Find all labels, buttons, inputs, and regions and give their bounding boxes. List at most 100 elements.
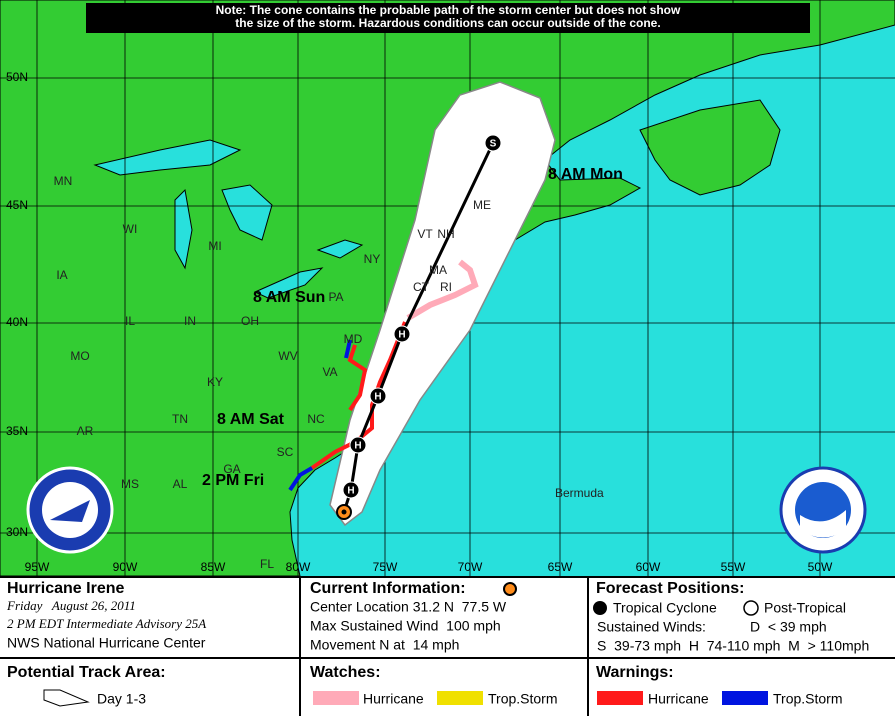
watch-tropical-storm-swatch bbox=[437, 691, 483, 705]
state-label: TN bbox=[172, 412, 188, 426]
state-label: RI bbox=[440, 280, 452, 294]
latitude-label: 50N bbox=[6, 70, 28, 84]
advisory: 2 PM EDT Intermediate Advisory 25A bbox=[7, 616, 206, 631]
forecast-point-label: H bbox=[398, 330, 405, 341]
lake-superior bbox=[93, 139, 242, 176]
state-label: ME bbox=[473, 198, 491, 212]
state-label: AL bbox=[173, 477, 188, 491]
warnings-title: Warnings: bbox=[596, 664, 674, 681]
post-tropical: Post-Tropical bbox=[764, 600, 846, 616]
forecast-time-label: 8 AM Sat bbox=[217, 411, 285, 428]
depression: D < 39 mph bbox=[750, 619, 827, 635]
forecast-title: Forecast Positions: bbox=[596, 580, 744, 597]
sustained-winds: Sustained Winds: bbox=[597, 619, 706, 635]
nws-logo bbox=[26, 466, 114, 554]
forecast-point bbox=[369, 387, 387, 405]
state-label: VA bbox=[322, 365, 337, 379]
storm-date: Friday August 26, 2011 bbox=[6, 598, 136, 613]
state-label: NC bbox=[307, 412, 325, 426]
state-label: NH bbox=[437, 227, 454, 241]
forecast-point-label: S bbox=[490, 139, 497, 150]
track-area-symbol bbox=[43, 689, 90, 707]
watch-hurricane-swatch bbox=[313, 691, 359, 705]
max-wind: Max Sustained Wind 100 mph bbox=[310, 618, 501, 634]
state-label: WI bbox=[123, 222, 138, 236]
post-tropical-symbol bbox=[743, 600, 759, 616]
track-area-title: Potential Track Area: bbox=[7, 664, 166, 681]
track-markers: H H H H S bbox=[342, 134, 502, 499]
watch-hurricane: Hurricane bbox=[363, 691, 424, 707]
longitude-label: 55W bbox=[721, 560, 746, 574]
longitude-label: 95W bbox=[25, 560, 50, 574]
longitude-label: 90W bbox=[113, 560, 138, 574]
state-label: GA bbox=[223, 462, 240, 476]
forecast-point-label: H bbox=[354, 441, 361, 452]
state-label: PA bbox=[328, 290, 343, 304]
longitude-label: 70W bbox=[458, 560, 483, 574]
state-label: IA bbox=[56, 268, 67, 282]
forecast-time-label: 8 AM Sun bbox=[253, 289, 325, 306]
warning-tropical-storm-swatch bbox=[722, 691, 768, 705]
cone bbox=[329, 81, 556, 527]
longitude-label: 65W bbox=[548, 560, 573, 574]
place-label: Bermuda bbox=[555, 486, 604, 500]
latitude-label: 30N bbox=[6, 525, 28, 539]
note-box bbox=[86, 3, 810, 33]
current-position-dot bbox=[341, 509, 347, 515]
state-label: FL bbox=[260, 557, 274, 571]
lake-huron bbox=[221, 184, 273, 241]
lake-michigan bbox=[174, 188, 193, 270]
forecast-time-label: 8 AM Mon bbox=[548, 166, 623, 183]
state-label: KY bbox=[207, 375, 223, 389]
forecast-time-label: 2 PM Fri bbox=[202, 472, 264, 489]
warning-hurricane-swatch bbox=[597, 691, 643, 705]
longitude-label: 50W bbox=[808, 560, 833, 574]
storm-name: Hurricane Irene bbox=[7, 580, 124, 597]
state-label: MO bbox=[70, 349, 89, 363]
warning-tropical-storm: Trop.Storm bbox=[773, 691, 843, 707]
warning-hurricane: Hurricane bbox=[648, 691, 709, 707]
lake-erie bbox=[253, 267, 324, 299]
state-label: MD bbox=[344, 332, 363, 346]
map-labels: 50N 45N 40N 35N 30N 95W 90W 85W 80W 75W 70W 65W 60W 5… bbox=[6, 70, 833, 574]
state-label: IN bbox=[184, 314, 196, 328]
forecast-point-label: H bbox=[374, 392, 381, 403]
current-title: Current Information: bbox=[310, 580, 466, 597]
latitude-label: 45N bbox=[6, 198, 28, 212]
tropical-cyclone-symbol bbox=[593, 601, 607, 615]
newfoundland bbox=[639, 99, 781, 196]
longitude-label: 60W bbox=[636, 560, 661, 574]
state-label: MI bbox=[208, 239, 221, 253]
state-label: CT bbox=[413, 280, 430, 294]
forecast-point-label: H bbox=[347, 486, 354, 497]
legend-dividers bbox=[0, 576, 895, 716]
latitude-label: 40N bbox=[6, 315, 28, 329]
longitude-label: 80W bbox=[286, 560, 311, 574]
noaa-logo bbox=[779, 466, 867, 554]
wind-scale: S 39-73 mph H 74-110 mph M > 110mph bbox=[597, 638, 869, 654]
state-label: MN bbox=[54, 174, 73, 188]
current-symbol bbox=[503, 582, 517, 596]
state-label: MS bbox=[121, 477, 139, 491]
forecast-point bbox=[484, 134, 502, 152]
day-range: Day 1-3 bbox=[97, 691, 146, 707]
note-line: the size of the storm. Hazardous conditi… bbox=[235, 16, 660, 30]
state-label: WV bbox=[278, 349, 297, 363]
movement: Movement N at 14 mph bbox=[310, 637, 459, 653]
forecast-point bbox=[393, 325, 411, 343]
center-location: Center Location 31.2 N 77.5 W bbox=[310, 599, 507, 615]
state-label: OH bbox=[241, 314, 259, 328]
note-line: Note: The cone contains the probable pat… bbox=[216, 3, 681, 17]
latitude-label: 35N bbox=[6, 424, 28, 438]
coastal-warnings bbox=[288, 259, 479, 492]
longitude-label: 85W bbox=[201, 560, 226, 574]
agency: NWS National Hurricane Center bbox=[7, 635, 206, 651]
state-label: AR bbox=[77, 424, 94, 438]
state-label: SC bbox=[277, 445, 294, 459]
watches-title: Watches: bbox=[310, 664, 381, 681]
lake-ontario bbox=[316, 239, 364, 259]
forecast-point bbox=[349, 436, 367, 454]
tropical-cyclone: Tropical Cyclone bbox=[613, 600, 717, 616]
